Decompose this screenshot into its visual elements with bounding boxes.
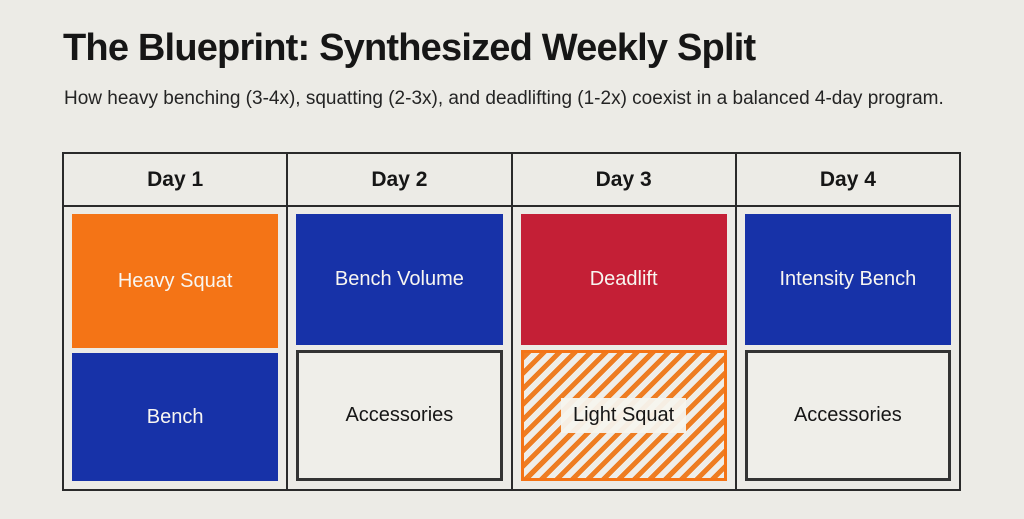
day-column: Intensity Bench Accessories <box>737 207 959 489</box>
exercise-label: Light Squat <box>561 398 687 434</box>
day-header: Day 3 <box>513 154 737 205</box>
day-header: Day 1 <box>64 154 289 205</box>
exercise-block: Heavy Squat <box>72 214 279 349</box>
exercise-block: Intensity Bench <box>744 214 951 346</box>
exercise-label: Bench Volume <box>334 268 464 291</box>
exercise-label: Deadlift <box>589 268 658 291</box>
exercise-block: Accessories <box>744 350 951 481</box>
day-column: Bench Volume Accessories <box>288 207 513 489</box>
page-subtitle: How heavy benching (3-4x), squatting (2-… <box>64 88 944 109</box>
day-header: Day 4 <box>819 167 876 191</box>
page-title: The Blueprint: Synthesized Weekly Split <box>63 27 756 69</box>
exercise-label: Intensity Bench <box>779 268 917 291</box>
exercise-block: Bench <box>72 353 279 481</box>
table-body-row: Heavy Squat Bench Bench Volume Accessories D… <box>64 207 959 489</box>
exercise-label: Heavy Squat <box>117 269 233 292</box>
day-header: Day 2 <box>288 154 513 205</box>
exercise-label: Accessories <box>793 404 902 427</box>
day-column: Heavy Squat Bench <box>64 207 289 489</box>
exercise-label: Bench <box>146 405 204 428</box>
exercise-label: Accessories <box>345 404 454 427</box>
table-header-row: Day 1 Day 2 Day 3 Day 4 <box>64 154 959 207</box>
exercise-block: Deadlift <box>520 214 727 346</box>
exercise-block: Light Squat <box>520 350 727 481</box>
exercise-block: Accessories <box>296 350 503 481</box>
day-column: Deadlift Light Squat <box>513 207 737 489</box>
weekly-split-table: Day 1 Day 2 Day 3 Day 4 Heavy Squat Bench Ben… <box>62 152 961 491</box>
exercise-block: Bench Volume <box>296 214 503 346</box>
